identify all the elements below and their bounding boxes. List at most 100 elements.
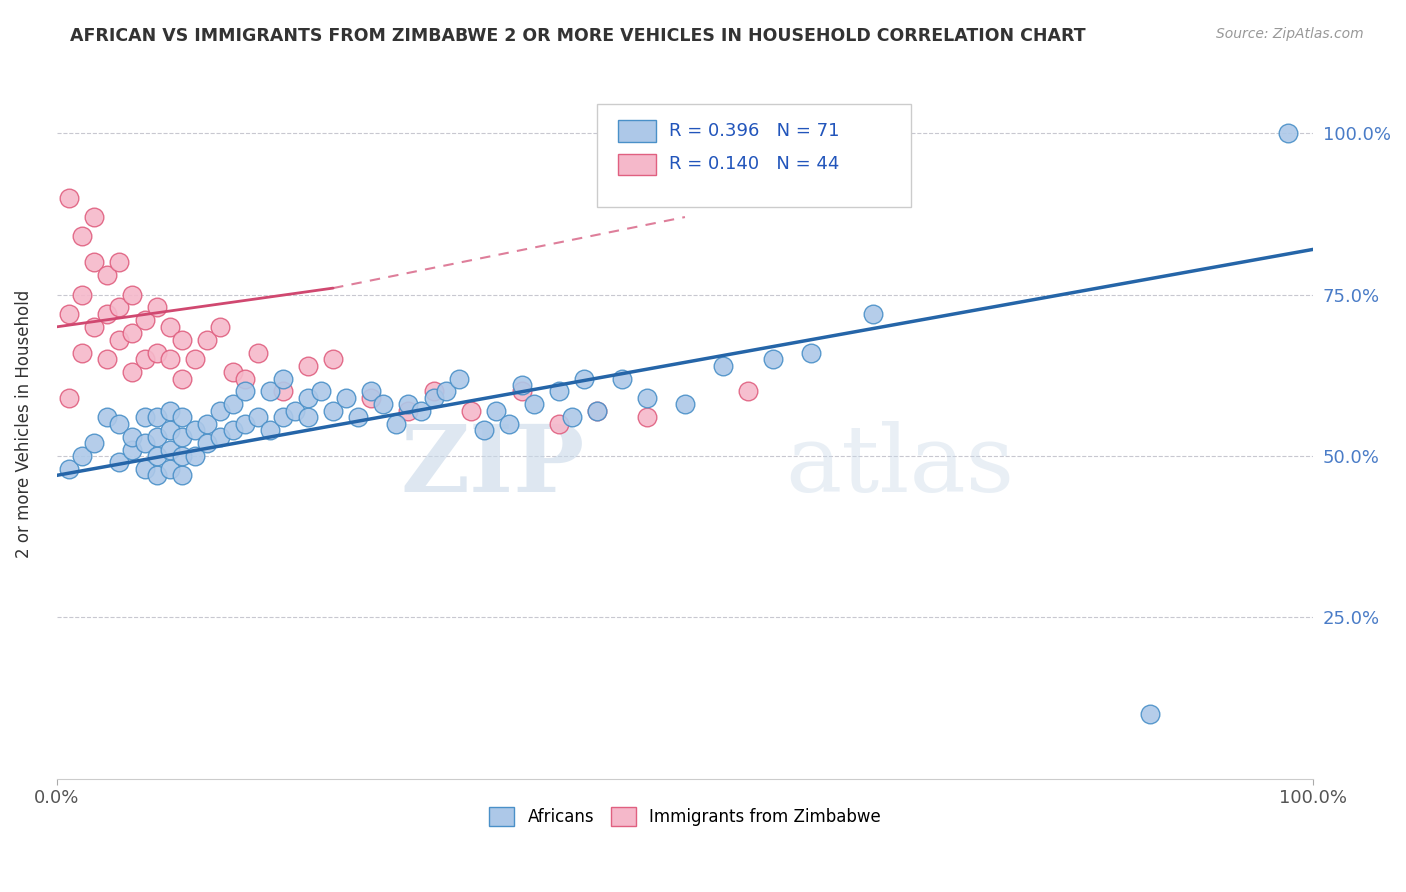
Point — [523, 397, 546, 411]
Point — [284, 404, 307, 418]
Text: atlas: atlas — [786, 421, 1015, 511]
Point — [96, 268, 118, 282]
Point — [83, 319, 105, 334]
Point — [146, 449, 169, 463]
Point — [271, 384, 294, 399]
Point — [108, 301, 131, 315]
Point — [70, 449, 93, 463]
Point — [121, 430, 143, 444]
Point — [134, 313, 156, 327]
Point — [259, 423, 281, 437]
Point — [108, 255, 131, 269]
Point — [762, 352, 785, 367]
Text: R = 0.396   N = 71: R = 0.396 N = 71 — [669, 122, 839, 140]
Point — [172, 468, 194, 483]
Point — [58, 391, 80, 405]
Point — [297, 391, 319, 405]
Point — [146, 468, 169, 483]
Point — [309, 384, 332, 399]
Point — [83, 210, 105, 224]
Point — [800, 345, 823, 359]
Point — [159, 442, 181, 457]
Point — [146, 410, 169, 425]
Point — [184, 352, 207, 367]
Point — [70, 287, 93, 301]
Point — [146, 301, 169, 315]
Point — [409, 404, 432, 418]
Point — [347, 410, 370, 425]
Point — [233, 371, 256, 385]
Y-axis label: 2 or more Vehicles in Household: 2 or more Vehicles in Household — [15, 290, 32, 558]
Point — [322, 404, 344, 418]
Point — [862, 307, 884, 321]
Bar — [619, 153, 657, 175]
Point — [172, 430, 194, 444]
Point — [221, 365, 243, 379]
Point — [159, 423, 181, 437]
Point — [385, 417, 408, 431]
Point — [134, 462, 156, 476]
Point — [498, 417, 520, 431]
Point — [70, 345, 93, 359]
Point — [172, 449, 194, 463]
Text: R = 0.140   N = 44: R = 0.140 N = 44 — [669, 155, 839, 173]
Point — [322, 352, 344, 367]
Point — [586, 404, 609, 418]
Point — [373, 397, 395, 411]
Point — [398, 404, 420, 418]
Point — [121, 287, 143, 301]
Text: AFRICAN VS IMMIGRANTS FROM ZIMBABWE 2 OR MORE VEHICLES IN HOUSEHOLD CORRELATION : AFRICAN VS IMMIGRANTS FROM ZIMBABWE 2 OR… — [70, 27, 1085, 45]
FancyBboxPatch shape — [598, 104, 911, 207]
Point — [548, 384, 571, 399]
Point — [172, 333, 194, 347]
Point — [172, 371, 194, 385]
Point — [561, 410, 583, 425]
Point — [360, 391, 382, 405]
Point — [233, 384, 256, 399]
Point — [121, 442, 143, 457]
Point — [1139, 707, 1161, 722]
Point — [58, 191, 80, 205]
Text: Source: ZipAtlas.com: Source: ZipAtlas.com — [1216, 27, 1364, 41]
Point — [208, 430, 231, 444]
Point — [184, 423, 207, 437]
Point — [159, 352, 181, 367]
Point — [58, 307, 80, 321]
Point — [159, 404, 181, 418]
Point — [197, 333, 219, 347]
Point — [610, 371, 633, 385]
Point — [58, 462, 80, 476]
Point — [447, 371, 470, 385]
Point — [134, 410, 156, 425]
Point — [335, 391, 357, 405]
Point — [108, 455, 131, 469]
Point — [96, 410, 118, 425]
Point — [271, 371, 294, 385]
Point — [221, 397, 243, 411]
Point — [297, 359, 319, 373]
Point — [460, 404, 482, 418]
Point — [1277, 126, 1299, 140]
Point — [233, 417, 256, 431]
Point — [121, 365, 143, 379]
Legend: Africans, Immigrants from Zimbabwe: Africans, Immigrants from Zimbabwe — [481, 798, 889, 835]
Point — [472, 423, 495, 437]
Point — [159, 319, 181, 334]
Point — [83, 255, 105, 269]
Point — [636, 391, 658, 405]
Point — [172, 410, 194, 425]
Text: ZIP: ZIP — [401, 421, 585, 511]
Point — [108, 333, 131, 347]
Point — [673, 397, 696, 411]
Point — [510, 378, 533, 392]
Point — [96, 352, 118, 367]
Point — [360, 384, 382, 399]
Point — [146, 345, 169, 359]
Point — [134, 352, 156, 367]
Point — [271, 410, 294, 425]
Point — [434, 384, 457, 399]
Point — [574, 371, 596, 385]
Point — [121, 326, 143, 341]
Point — [96, 307, 118, 321]
Point — [246, 345, 269, 359]
